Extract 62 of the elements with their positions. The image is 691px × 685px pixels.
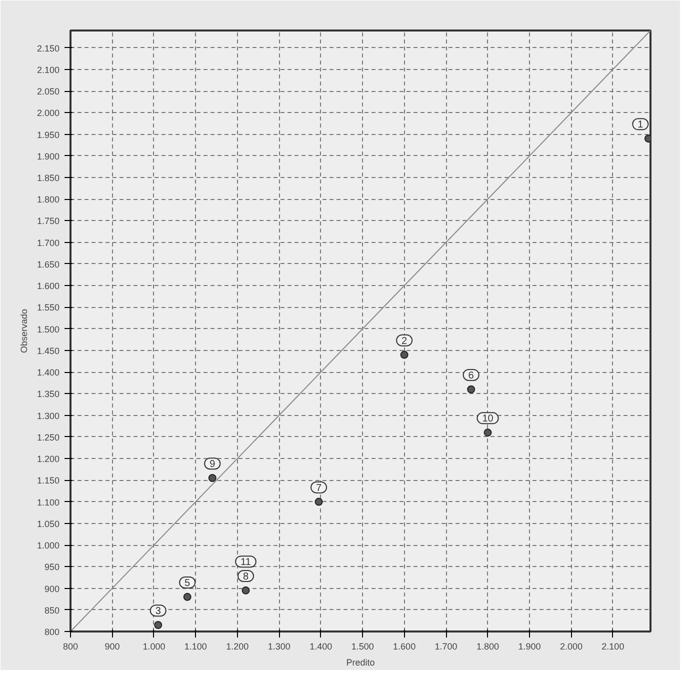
x-tick-label: 2.000 [560, 642, 582, 652]
point [400, 350, 408, 359]
y-tick-label: 1.450 [36, 346, 60, 356]
x-tick-label: 1.400 [310, 642, 332, 652]
annotation: 9 [210, 459, 216, 470]
x-tick-label: 800 [62, 642, 78, 652]
point [208, 474, 216, 482]
x-tick-label: 1.300 [268, 642, 290, 652]
x-tick-label: 1.700 [434, 642, 458, 652]
x-tick-label: 1.200 [226, 642, 249, 652]
annotation: 6 [468, 370, 474, 382]
y-tick-label: 1.200 [36, 454, 60, 464]
y-tick-label: 1.150 [36, 476, 60, 486]
y-tick-label: 1.500 [36, 324, 60, 334]
x-tick-label: 900 [104, 642, 120, 652]
y-tick-label: 1.700 [36, 238, 60, 248]
annotation: 8 [242, 572, 249, 582]
x-axis-title: Predito [346, 658, 375, 668]
y-tick-label: 1.000 [36, 540, 60, 551]
annotation: 3 [155, 606, 162, 618]
y-tick-label: 1.800 [36, 194, 60, 205]
x-tick-label: 1.800 [476, 642, 500, 652]
point [484, 428, 492, 437]
annotation: 11 [240, 557, 252, 568]
annotation: 7 [316, 482, 322, 494]
y-tick-label: 800 [44, 627, 60, 637]
y-tick-label: 950 [44, 562, 60, 572]
x-tick-label: 1.900 [518, 642, 541, 652]
annotation: 5 [184, 578, 191, 589]
y-tick-label: 900 [44, 584, 60, 594]
y-tick-label: 1.950 [36, 130, 60, 140]
y-tick-label: 850 [44, 605, 60, 616]
y-tick-label: 1.900 [36, 151, 60, 162]
y-tick-label: 2.000 [36, 108, 60, 118]
point [242, 586, 250, 594]
point [314, 498, 323, 506]
y-tick-label: 1.650 [36, 259, 60, 270]
y-tick-label: 1.550 [36, 302, 60, 313]
y-tick-label: 1.750 [36, 216, 60, 226]
point [154, 621, 162, 630]
y-tick-label: 2.150 [36, 43, 60, 54]
annotation: 10 [482, 414, 494, 425]
y-tick-label: 1.300 [36, 410, 60, 421]
y-tick-label: 2.100 [36, 64, 60, 75]
y-tick-label: 1.050 [36, 518, 60, 529]
point [467, 385, 476, 394]
x-tick-label: 1.100 [184, 642, 207, 652]
annotation: 1 [638, 120, 644, 131]
x-tick-label: 1.000 [142, 642, 166, 652]
x-tick-label: 2.100 [602, 642, 624, 652]
y-tick-label: 1.850 [36, 173, 60, 184]
y-tick-label: 1.350 [36, 389, 60, 400]
point [183, 592, 192, 601]
y-axis-title: Observado [18, 308, 29, 354]
x-tick-label: 1.600 [393, 642, 416, 652]
y-tick-label: 1.600 [36, 281, 60, 292]
y-tick-label: 1.100 [36, 497, 60, 508]
x-tick-label: 1.500 [351, 642, 374, 652]
y-tick-label: 1.250 [36, 432, 60, 442]
y-tick-label: 2.050 [36, 86, 60, 97]
annotation: 2 [402, 336, 408, 347]
y-tick-label: 1.400 [36, 368, 60, 378]
